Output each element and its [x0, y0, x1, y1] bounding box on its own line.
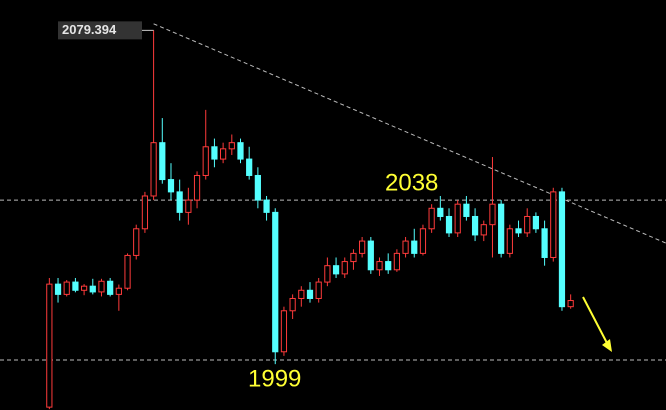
candle-body	[402, 240, 409, 254]
candle-body	[272, 211, 279, 353]
candle-body	[306, 289, 314, 299]
candle-body	[445, 215, 453, 234]
arrow-shaft	[582, 296, 609, 346]
candle-body	[280, 310, 288, 353]
candle-body	[541, 228, 548, 258]
candle-body	[89, 285, 96, 293]
candle-body	[524, 215, 531, 234]
candle-body	[193, 174, 201, 201]
candle-body	[228, 142, 235, 150]
candle-body	[211, 146, 218, 160]
price-tag: 2079.394	[62, 22, 117, 37]
candle-body	[133, 228, 140, 256]
candle-body	[246, 158, 253, 176]
level-label: 1999	[248, 365, 301, 392]
candle-body	[393, 252, 400, 271]
candle-body	[437, 207, 444, 217]
trend-line	[153, 23, 666, 244]
candle-body	[463, 203, 470, 217]
candle-body	[107, 280, 114, 295]
candle-body	[419, 228, 427, 254]
candle-body	[167, 179, 175, 193]
price-tag-bg	[58, 21, 142, 40]
candle-body	[376, 261, 383, 271]
candle-body	[315, 281, 322, 299]
candle-body	[176, 191, 183, 213]
candle-body	[98, 280, 105, 293]
candle-body	[558, 191, 566, 308]
candle-body	[80, 285, 88, 291]
candle-body	[489, 203, 496, 226]
candle-body	[150, 142, 157, 197]
candles	[46, 30, 574, 410]
candle-body	[498, 203, 505, 254]
candle-body	[515, 228, 522, 234]
candle-body	[385, 261, 392, 271]
candle-body	[159, 142, 166, 181]
candle-body	[332, 265, 340, 275]
candle-body	[220, 148, 227, 160]
candle-body	[254, 174, 261, 201]
candle-body	[185, 199, 192, 213]
candle-body	[471, 215, 479, 236]
candle-body	[428, 207, 435, 230]
candle-body	[237, 142, 244, 160]
candle-body	[411, 240, 418, 254]
candle-body	[298, 289, 305, 299]
candle-body	[202, 146, 209, 176]
candle-body	[324, 265, 331, 283]
labels: 2079.394 2038 1999	[58, 21, 438, 392]
candle-body	[263, 199, 270, 213]
candle-body	[289, 297, 296, 312]
candle-body	[124, 254, 131, 289]
candle-body	[532, 215, 540, 230]
candle-body	[54, 283, 62, 295]
candle-body	[367, 240, 374, 271]
candle-body	[72, 281, 79, 291]
candle-body	[141, 195, 149, 230]
arrow-head	[602, 339, 612, 352]
candle-body	[480, 224, 487, 236]
candle-body	[506, 228, 513, 254]
candle-body	[63, 281, 70, 295]
candle-body	[550, 191, 557, 258]
candle-body	[454, 203, 461, 234]
candle-body	[567, 300, 574, 308]
level-label: 2038	[385, 169, 438, 196]
candle-body	[350, 252, 357, 263]
annotation-lines	[0, 23, 666, 361]
candle-body	[359, 240, 366, 254]
candle-body	[115, 287, 122, 295]
candle-body	[341, 261, 348, 275]
candle-body	[46, 283, 53, 408]
